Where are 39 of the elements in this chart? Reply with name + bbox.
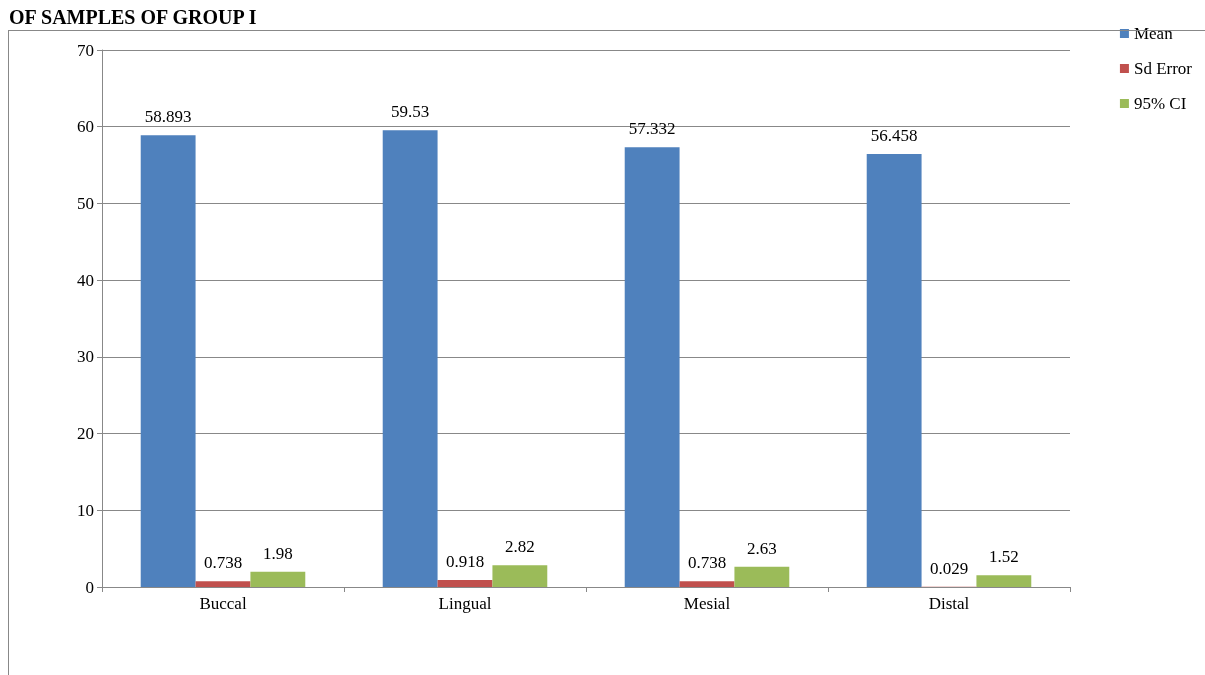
bar	[382, 130, 438, 587]
bar	[195, 581, 251, 587]
data-label: 1.98	[262, 543, 293, 563]
bar	[250, 571, 306, 587]
legend-label: 95% CI	[1133, 94, 1187, 113]
data-label: 56.458	[870, 125, 918, 145]
data-label: 0.029	[929, 558, 969, 578]
data-label: 58.893	[144, 107, 192, 127]
bar	[976, 575, 1032, 587]
y-tick-label: 40	[77, 270, 94, 290]
data-label: 2.63	[746, 538, 777, 558]
x-tick-label: Buccal	[199, 594, 247, 613]
y-tick-label: 30	[77, 347, 94, 367]
x-tick-label: Distal	[928, 594, 970, 613]
chart-title: OF SAMPLES OF GROUP I	[9, 6, 257, 28]
y-tick-label: 50	[77, 193, 94, 213]
x-tick-label: Lingual	[438, 594, 492, 613]
bar	[492, 565, 548, 587]
bar	[624, 147, 680, 587]
legend-label: Sd Error	[1133, 59, 1193, 78]
bar	[734, 566, 790, 587]
data-label: 0.738	[203, 553, 243, 573]
bar	[866, 153, 922, 587]
y-tick-label: 70	[77, 40, 94, 60]
legend-label: Mean	[1133, 24, 1174, 43]
data-label: 59.53	[391, 102, 430, 122]
data-label: 2.82	[504, 537, 535, 557]
y-tick-label: 60	[77, 117, 94, 137]
data-label: 0.918	[445, 551, 485, 571]
x-tick-label: Mesial	[683, 594, 731, 613]
data-label: 0.738	[687, 553, 727, 573]
y-tick-label: 10	[77, 500, 94, 520]
data-label: 57.332	[628, 119, 676, 139]
bar	[679, 581, 735, 587]
y-tick-label: 20	[77, 424, 94, 444]
y-tick-label: 0	[85, 577, 94, 597]
bar	[140, 135, 196, 587]
bar	[437, 579, 493, 587]
data-label: 1.52	[988, 547, 1019, 567]
